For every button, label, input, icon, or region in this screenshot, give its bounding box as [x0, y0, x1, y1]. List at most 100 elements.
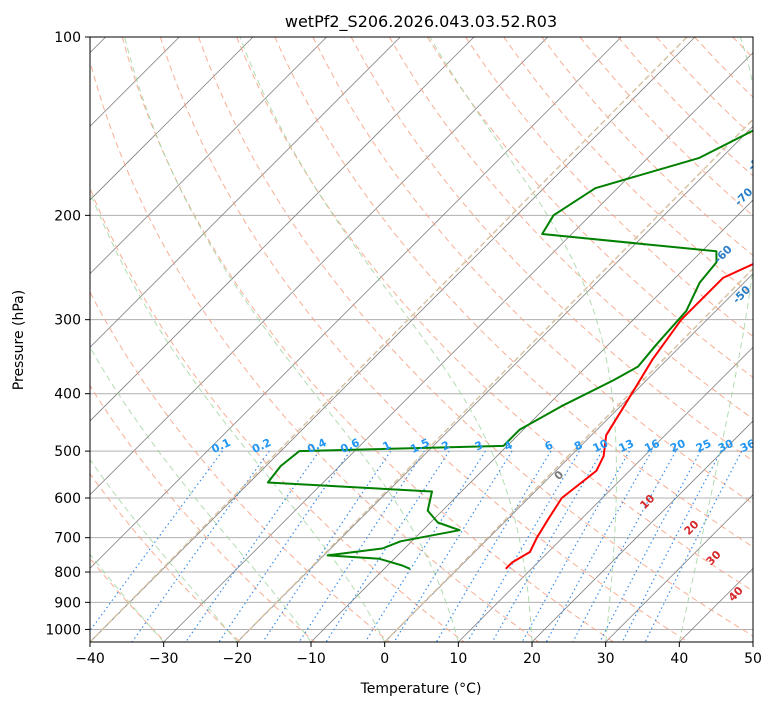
temperature-profile — [505, 263, 753, 570]
x-tick-label: 50 — [744, 651, 762, 667]
isotherm-line — [90, 37, 475, 422]
axis-ticks: −40 −30 −20 −10 0 10 20 30 40 5010020030040050060… — [45, 30, 762, 667]
moist-adiabat-label: 20 — [682, 517, 702, 537]
dry-adiabat — [90, 557, 166, 642]
temperature-contour-label: -80 — [745, 150, 768, 173]
moist-adiabat — [90, 190, 386, 642]
dry-adiabat — [198, 37, 753, 637]
mixing-ratio-line — [545, 450, 653, 642]
temperature-contour-label: -40 — [769, 318, 775, 341]
mixing-ratio-line — [298, 450, 425, 642]
isotherm-line — [605, 494, 753, 642]
y-tick-label: 100 — [54, 30, 81, 46]
plot-frame — [89, 36, 754, 643]
dry-adiabat — [274, 37, 753, 548]
mixing-ratio-label: 0.1 — [210, 436, 233, 456]
x-tick-label: −30 — [149, 651, 179, 667]
y-tick-label: 300 — [54, 313, 81, 329]
isotherm-line — [90, 37, 622, 569]
isotherm-line — [90, 37, 327, 275]
dry-adiabat — [90, 186, 465, 642]
temperature-contour-label: -60 — [712, 242, 735, 265]
dry-adiabat — [90, 291, 390, 642]
mixing-ratio-label: 20 — [668, 437, 688, 455]
mixing-ratio-label: 0.6 — [338, 436, 361, 456]
moist-adiabat — [90, 346, 312, 642]
dry-adiabat — [90, 384, 316, 642]
moist-adiabat-label: 10 — [637, 492, 657, 512]
mixing-ratio-label: 0.4 — [305, 436, 328, 456]
mixing-ratio-line — [364, 450, 486, 642]
mixing-ratio-line — [491, 450, 603, 642]
dry-adiabat — [159, 37, 689, 642]
mixing-ratio-line — [325, 450, 450, 642]
x-tick-label: 30 — [597, 651, 615, 667]
moist-adiabat — [678, 37, 753, 642]
mixing-ratio-line — [466, 450, 580, 642]
x-tick-label: 40 — [670, 651, 688, 667]
isotherm-line — [90, 37, 254, 201]
mixing-ratio-line — [218, 450, 351, 642]
mixing-ratio-line — [435, 450, 552, 642]
isotherm-line — [310, 199, 753, 642]
x-tick-label: −10 — [296, 651, 326, 667]
isotherm-line — [90, 37, 696, 642]
mixing-ratio-label: 0.2 — [250, 436, 273, 456]
dry-adiabat — [236, 37, 753, 592]
dry-adiabat-reference — [384, 267, 753, 642]
dry-adiabat-reference — [236, 118, 753, 642]
mixing-ratio-label: 25 — [694, 437, 713, 455]
dry-adiabat — [694, 37, 753, 98]
x-tick-label: 0 — [380, 651, 389, 667]
y-tick-label: 1000 — [45, 622, 81, 638]
moist-adiabat — [124, 37, 459, 642]
x-tick-label: 20 — [523, 651, 541, 667]
isotherm-line — [90, 37, 401, 348]
dry-adiabat — [732, 37, 753, 59]
dry-adiabat — [771, 37, 775, 642]
mixing-ratio-label: 30 — [716, 437, 736, 455]
dewpoint-profile — [266, 129, 753, 570]
dry-adiabat — [541, 37, 753, 257]
isotherm-line — [531, 420, 753, 642]
isotherm-line — [237, 125, 753, 642]
x-axis-label: Temperature (°C) — [360, 681, 482, 697]
mixing-ratio-line — [521, 450, 631, 642]
y-axis-label: Pressure (hPa) — [11, 290, 27, 390]
moist-adiabat — [429, 37, 617, 642]
mixing-ratio-line — [572, 450, 677, 642]
x-tick-label: −20 — [223, 651, 253, 667]
y-tick-label: 900 — [54, 595, 81, 611]
x-tick-label: 10 — [449, 651, 467, 667]
isotherm-line — [679, 567, 753, 642]
mixing-ratio-line — [644, 450, 743, 642]
dry-adiabat — [90, 472, 241, 642]
isotherm-line — [752, 641, 753, 642]
y-tick-label: 800 — [54, 565, 81, 581]
dry-adiabat — [503, 37, 753, 297]
mixing-ratio-line — [599, 450, 702, 642]
moist-adiabat-label: 40 — [726, 584, 746, 604]
y-tick-label: 600 — [54, 491, 81, 507]
dry-adiabat — [388, 37, 753, 420]
mixing-ratio-label: 13 — [617, 437, 636, 455]
moist-adiabat-label: 30 — [704, 548, 724, 568]
mixing-ratio-line — [621, 450, 722, 642]
y-tick-label: 200 — [54, 208, 81, 224]
temperature-contour-label: -50 — [730, 283, 753, 306]
isotherm-line — [163, 52, 753, 642]
mixing-ratio-label: 16 — [642, 437, 662, 455]
y-tick-label: 500 — [54, 444, 81, 460]
y-tick-label: 700 — [54, 531, 81, 547]
moist-adiabat-label: 0 — [552, 468, 567, 483]
moist-adiabat — [90, 458, 238, 642]
dry-adiabat — [465, 37, 753, 338]
moist-adiabat — [90, 553, 165, 642]
mixing-ratio-line — [131, 450, 270, 642]
plot-area: -100-90-80-70-60-50-40-30-20-10010203040… — [90, 37, 775, 642]
dry-adiabat — [312, 37, 753, 505]
chart-title: wetPf2_S206.2026.043.03.52.R03 — [285, 12, 557, 32]
isotherm-line — [384, 273, 753, 642]
mixing-ratio-label: 36 — [738, 437, 758, 455]
